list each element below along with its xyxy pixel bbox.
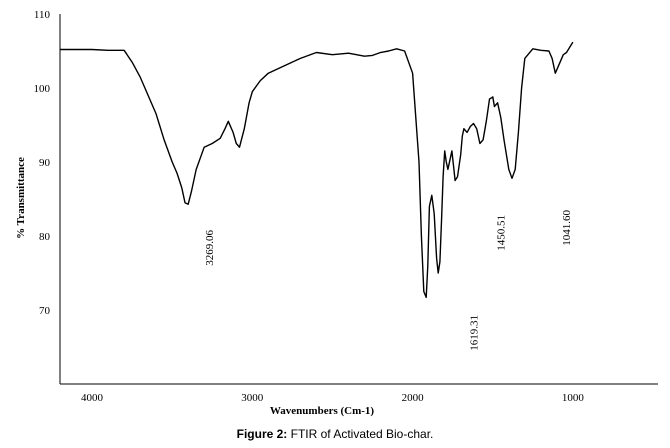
y-tick-label: 100 (34, 83, 51, 95)
y-axis-ticks: 70 80 90 100 110 (34, 9, 51, 317)
y-tick-label: 90 (39, 157, 51, 169)
peak-labels: 3269.06 1619.31 1450.51 1041.60 (204, 210, 573, 351)
y-tick-label: 70 (39, 305, 51, 317)
x-tick-label: 3000 (241, 392, 264, 404)
peak-label: 1450.51 (496, 215, 508, 251)
figure-caption-text: FTIR of Activated Bio-char. (290, 427, 434, 441)
ftir-spectrum-line (59, 41, 574, 299)
y-tick-label: 110 (34, 9, 51, 21)
figure-caption: Figure 2: FTIR of Activated Bio-char. (0, 427, 670, 441)
x-tick-label: 1000 (562, 392, 585, 404)
x-tick-label: 4000 (81, 392, 104, 404)
x-tick-label: 2000 (402, 392, 425, 404)
x-axis-ticks: 4000 3000 2000 1000 (81, 392, 584, 404)
peak-label: 1619.31 (469, 315, 481, 351)
x-axis-title: Wavenumbers (Cm-1) (270, 405, 375, 417)
peak-label: 1041.60 (561, 210, 573, 246)
peak-label: 3269.06 (204, 230, 216, 266)
y-tick-label: 80 (39, 231, 51, 243)
figure-caption-label: Figure 2: (236, 427, 288, 441)
y-axis-title: % Transmittance (15, 157, 27, 239)
